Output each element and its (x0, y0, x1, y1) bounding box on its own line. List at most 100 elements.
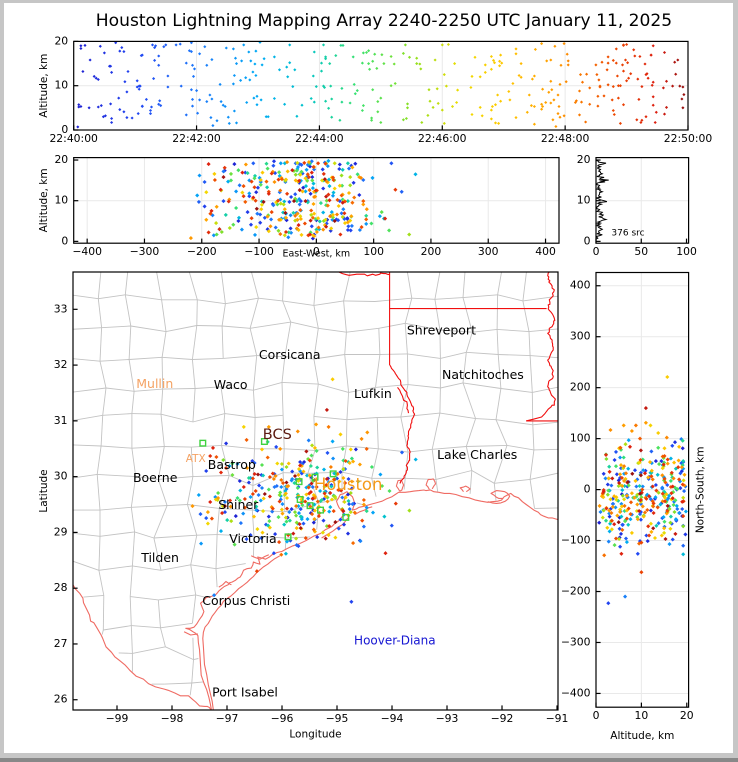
source-point (123, 80, 127, 84)
source-point (393, 187, 398, 192)
source-point (293, 172, 298, 177)
source-point (352, 195, 357, 200)
source-point (364, 217, 369, 222)
county-border (406, 272, 413, 299)
source-point (293, 213, 298, 218)
source-point (241, 184, 246, 189)
lma-station-marker (284, 533, 292, 541)
source-point (166, 74, 170, 78)
source-point (326, 158, 331, 163)
county-border (191, 325, 198, 360)
source-point (303, 176, 308, 181)
source-point (309, 170, 314, 175)
source-point (96, 77, 100, 82)
source-point (285, 160, 290, 165)
source-point (346, 224, 351, 229)
source-point (298, 463, 303, 468)
source-point (261, 509, 266, 514)
county-border (313, 272, 317, 306)
source-point (378, 472, 383, 477)
source-point (262, 491, 267, 497)
source-point (350, 502, 355, 507)
county-border (282, 415, 285, 449)
source-point (189, 50, 193, 54)
county-border (103, 625, 132, 631)
source-point (336, 203, 341, 209)
county-border (529, 479, 535, 509)
source-point (254, 225, 259, 230)
y-tick-label: 0 (61, 234, 68, 247)
source-point (234, 62, 239, 66)
source-point (223, 104, 227, 109)
source-point (346, 190, 352, 196)
source-point (210, 58, 214, 62)
county-border (469, 470, 473, 494)
county-border (493, 483, 497, 501)
coastline (354, 506, 373, 516)
source-point (325, 450, 330, 455)
county-border (346, 327, 379, 333)
county-border (101, 325, 131, 329)
source-point (283, 177, 289, 182)
source-point (339, 193, 344, 198)
source-point (240, 170, 245, 175)
county-border (83, 594, 104, 598)
source-point (268, 224, 273, 229)
source-point (340, 183, 345, 188)
county-border (219, 507, 253, 511)
source-point (364, 505, 369, 510)
county-border (192, 357, 224, 360)
county-border (439, 387, 441, 414)
source-point (309, 453, 314, 458)
county-border (318, 383, 349, 393)
county-border (124, 294, 132, 327)
county-border (465, 446, 473, 471)
y-axis-label-right: North-South, km (695, 447, 707, 534)
source-point (357, 462, 362, 467)
county-border (102, 387, 107, 416)
county-border (190, 564, 217, 570)
source-point (327, 509, 332, 514)
source-point (241, 484, 246, 490)
source-point (265, 455, 270, 460)
source-point (277, 492, 282, 498)
county-border (220, 386, 226, 414)
county-border (313, 416, 316, 451)
source-point (198, 98, 202, 102)
source-point (250, 476, 255, 481)
panel-frame-map: −99 −98 −97 −96 −95 −94 −93 −92 −91 26 27 28 29 30 31 3… (38, 271, 568, 741)
county-border (197, 299, 226, 305)
source-point (289, 478, 294, 483)
source-point (196, 111, 200, 115)
altitude-histogram-trace (595, 158, 609, 242)
source-point (238, 488, 243, 493)
county-border (345, 419, 348, 447)
source-point (297, 197, 302, 202)
source-point (249, 59, 253, 63)
city-label-shreveport: Shreveport (407, 323, 476, 338)
source-point (253, 62, 257, 66)
source-point (252, 185, 257, 190)
county-border (344, 332, 347, 355)
source-point (204, 190, 209, 195)
y-axis-label: Altitude, km (38, 168, 50, 232)
source-point (270, 471, 275, 476)
source-point (205, 63, 209, 67)
panel-frame-time-height: 22:40:00 22:42:00 22:44:00 22:46:00 22:48:00… (38, 34, 712, 145)
y-tick-label: 20 (54, 153, 68, 166)
source-point (339, 488, 344, 493)
county-border (348, 386, 376, 393)
county-border (97, 272, 102, 299)
county-border (282, 300, 292, 323)
source-point (164, 43, 168, 47)
source-point (292, 473, 298, 479)
source-point (290, 469, 295, 474)
source-point (340, 495, 345, 500)
source-point (321, 227, 326, 232)
x-tick-label: −96 (271, 712, 294, 725)
source-point (383, 216, 388, 221)
x-tick-label: 22:40:00 (49, 132, 98, 145)
county-border (497, 354, 502, 389)
source-point (259, 207, 264, 212)
county-border (130, 507, 136, 532)
